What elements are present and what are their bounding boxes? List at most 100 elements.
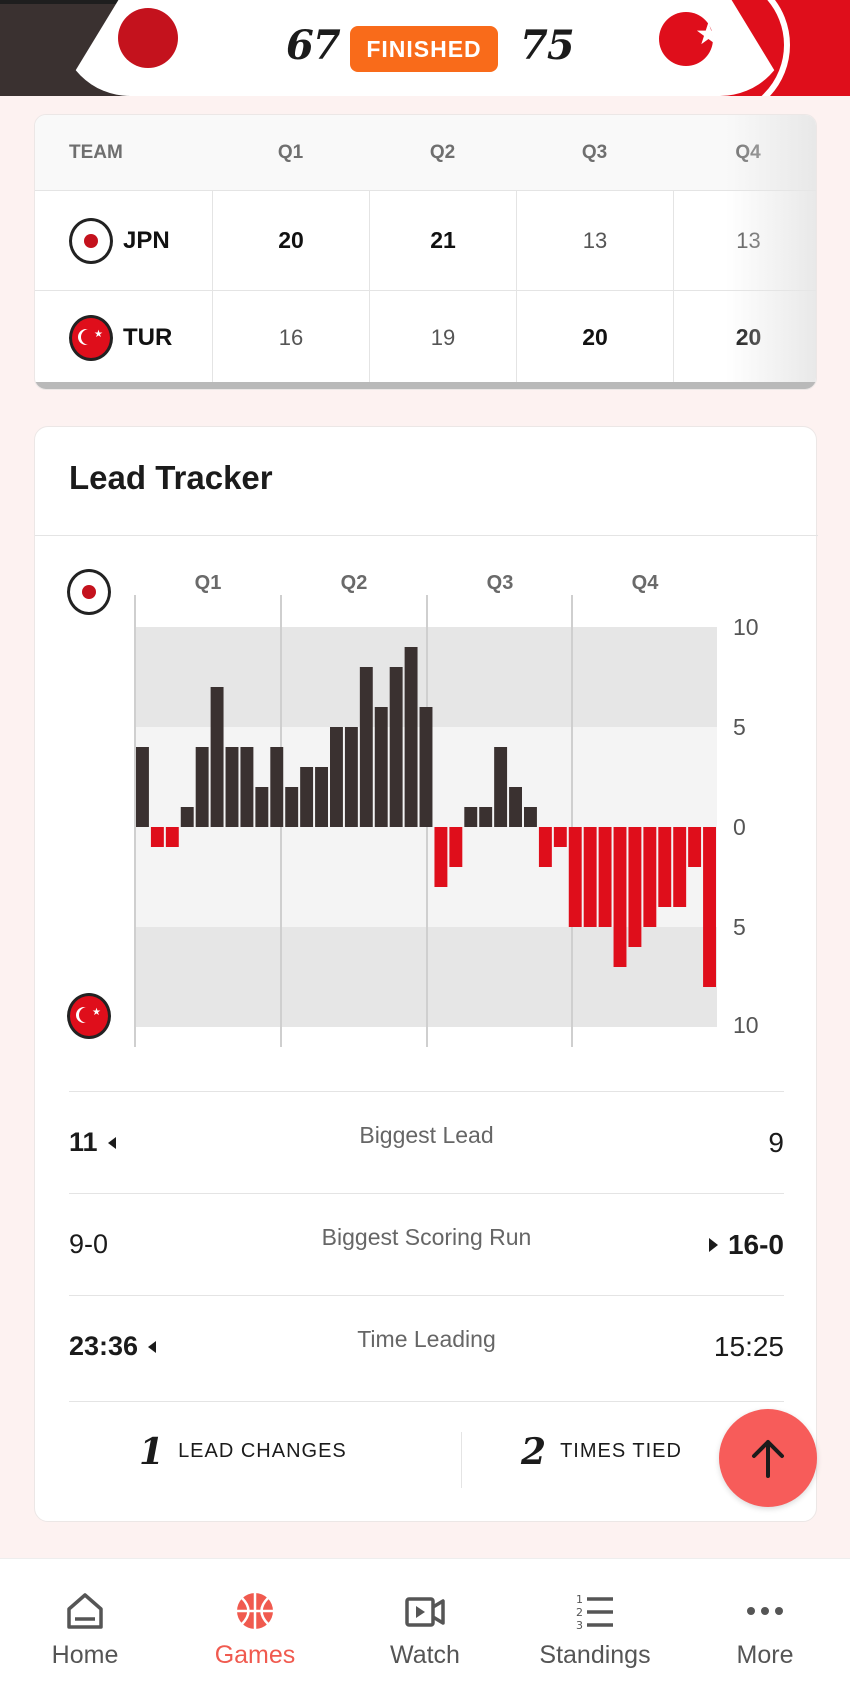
lead-bar [568,827,582,927]
lead-bar [404,647,418,827]
home-icon [67,1593,103,1629]
times-tied-label: TIMES TIED [560,1440,682,1462]
away-biggest-lead: 9 [768,1126,784,1158]
nav-home[interactable]: Home [0,1559,170,1689]
lead-bar [344,727,358,827]
nav-standings[interactable]: 1 2 3 Standings [510,1559,680,1689]
team-cell: ★ TUR [35,291,212,384]
nav-watch[interactable]: Watch [340,1559,510,1689]
caret-right-icon [708,1237,718,1252]
more-icon [747,1607,783,1615]
lead-bar [658,827,672,907]
score-cell: 20 [212,191,369,290]
nav-label: Home [51,1641,119,1669]
score-cell: 20 [516,291,673,384]
game-score-header: ★ 67 FINISHED 75 [0,0,850,96]
x-tick-label: Q2 [341,572,368,594]
header-q4: Q4 [735,141,761,163]
nav-more[interactable]: More [680,1559,850,1689]
turkey-crescent-icon [645,6,713,70]
lead-bar [553,827,567,847]
lead-bar [598,827,612,927]
header-q3: Q3 [581,141,608,163]
list-icon: 1 2 3 [576,1593,613,1632]
lead-bar [374,707,388,827]
scroll-to-top-button[interactable] [719,1409,817,1507]
lead-bar [225,747,239,827]
horizontal-scrollbar[interactable] [35,382,816,389]
lead-bar [583,827,597,927]
status-badge: FINISHED [350,26,498,72]
nav-games[interactable]: Games [170,1559,340,1689]
lead-tracker-card: Lead Tracker ★ Q1 Q2 Q3 Q4 10 5 0 5 10 11 Bigges… [34,426,818,1522]
lead-bar [150,827,164,847]
y-tick-label: 10 [733,614,759,640]
score-cell: 16 [212,291,369,384]
lead-bar [464,807,478,827]
lead-bar [330,727,343,827]
lead-bar [613,827,627,967]
caret-left-icon [148,1340,157,1353]
times-tied-count: 2 [521,1430,547,1473]
lead-bar [673,827,687,907]
stat-label: Biggest Lead [359,1122,494,1148]
divider [461,1432,462,1488]
lead-bar [643,827,657,927]
lead-bar [419,707,433,827]
lead-bar [165,827,179,847]
home-time-leading: 23:36 [69,1296,157,1397]
box-score-header-row: TEAM Q1 Q2 Q3 Q4 [35,115,816,191]
lead-bar [180,807,194,827]
home-score: 67 [286,22,341,69]
lead-bar [300,767,314,827]
bottom-navigation: Home Games Watch 1 2 3 Standings [0,1558,850,1689]
table-row[interactable]: ★ TUR 16 19 20 20 [35,291,816,384]
svg-text:2: 2 [576,1606,583,1619]
lead-bar [628,827,642,947]
svg-text:3: 3 [576,1619,583,1632]
away-score: 75 [520,22,575,69]
y-tick-label: 10 [733,1012,759,1038]
lead-chart: ★ Q1 Q2 Q3 Q4 10 5 0 5 10 [35,547,818,1059]
lead-bar [285,787,299,827]
x-tick-label: Q3 [487,572,514,594]
counts-row: 1 LEAD CHANGES 2 TIMES TIED [69,1401,784,1501]
lead-bar [389,667,403,827]
y-tick-label: 0 [733,814,746,840]
lead-bar [359,667,373,827]
stat-label: Time Leading [357,1326,496,1352]
turkey-star-icon: ★ [695,17,722,52]
turkey-logo-icon: ★ [67,993,111,1039]
team-cell: JPN [35,191,212,290]
lead-changes-label: LEAD CHANGES [178,1440,347,1462]
turkey-logo-icon: ★ [69,314,113,361]
header-q1: Q1 [277,141,304,163]
lead-bar [270,747,284,827]
lead-changes: 1 LEAD CHANGES [139,1402,347,1501]
lead-bar [240,747,254,827]
lead-bar [688,827,702,867]
y-tick-label: 5 [733,714,746,740]
nav-label: Watch [390,1641,460,1669]
japan-logo-icon [69,217,113,264]
caret-left-icon [107,1136,116,1149]
lead-bar [524,807,537,827]
team-abbr: JPN [123,226,170,254]
table-row[interactable]: JPN 20 21 13 13 [35,191,816,291]
home-biggest-run: 9-0 [69,1229,109,1259]
x-tick-label: Q1 [195,572,222,594]
score-cell: 20 [673,291,816,384]
lead-bar [195,747,209,827]
time-leading-row: 23:36 Time Leading 15:25 [69,1295,784,1397]
y-tick-label: 5 [733,914,746,940]
header-team: TEAM [69,141,123,163]
video-icon [405,1597,445,1627]
japan-flag-icon [118,8,178,68]
lead-bar [703,827,716,987]
team-abbr: TUR [123,323,173,351]
box-score-table: TEAM Q1 Q2 Q3 Q4 JPN 20 21 13 13 ★ TUR 1… [34,114,817,390]
x-tick-label: Q4 [632,572,660,594]
lead-bar [210,687,224,827]
nav-label: More [736,1641,794,1669]
biggest-lead-row: 11 Biggest Lead 9 [69,1091,784,1193]
